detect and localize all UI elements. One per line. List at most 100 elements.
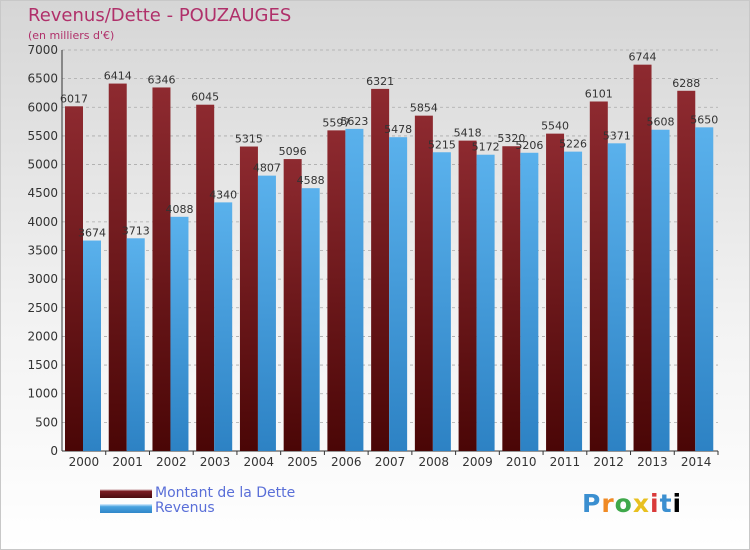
revenue-bar: [476, 154, 495, 451]
revenue-value-label: 4340: [209, 188, 237, 201]
debt-value-label: 6346: [147, 73, 175, 86]
revenue-bar: [695, 127, 714, 451]
debt-value-label: 5096: [279, 145, 307, 158]
debt-value-label: 6321: [366, 75, 394, 88]
x-tick-label: 2003: [200, 455, 231, 469]
logo-letter: x: [632, 489, 650, 518]
debt-value-label: 5315: [235, 133, 263, 146]
revenue-value-label: 4088: [165, 203, 193, 216]
revenue-value-label: 5650: [690, 113, 718, 126]
debt-bar: [196, 104, 215, 451]
logo-letter: t: [659, 489, 673, 518]
revenue-bar: [564, 151, 583, 451]
revenue-bar: [126, 238, 145, 451]
revenue-value-label: 5215: [428, 138, 456, 151]
debt-value-label: 6288: [672, 77, 700, 90]
revenue-value-label: 4807: [253, 162, 281, 175]
revenue-bar: [607, 143, 626, 452]
debt-value-label: 5854: [410, 102, 438, 115]
debt-value-label: 5597: [322, 116, 350, 129]
revenue-bar: [432, 152, 451, 451]
revenue-bar: [345, 128, 364, 451]
logo-letter: i: [672, 489, 683, 518]
debt-bar: [371, 88, 390, 451]
revenue-value-label: 5623: [340, 115, 368, 128]
debt-value-label: 6101: [585, 87, 613, 100]
x-tick-label: 2004: [244, 455, 275, 469]
revenue-value-label: 5226: [559, 138, 587, 151]
x-tick-label: 2001: [112, 455, 143, 469]
debt-value-label: 5320: [497, 132, 525, 145]
debt-bar: [327, 130, 346, 451]
debt-bar: [502, 146, 521, 452]
debt-value-label: 6414: [104, 70, 132, 83]
debt-value-label: 6744: [629, 51, 657, 64]
debt-bar: [546, 133, 565, 451]
y-tick-label: 6500: [27, 72, 58, 86]
revenue-bar: [83, 240, 101, 451]
chart-subtitle: (en milliers d'€): [28, 29, 115, 42]
revenue-value-label: 5172: [472, 141, 500, 154]
revenue-value-label: 4588: [297, 174, 325, 187]
debt-value-label: 5540: [541, 120, 569, 133]
debt-value-label: 6045: [191, 91, 219, 104]
chart-title: Revenus/Dette - POUZAUGES: [28, 5, 292, 26]
debt-bar: [152, 87, 171, 452]
x-tick-label: 2002: [156, 455, 187, 469]
revenue-bar: [301, 188, 320, 451]
debt-bar: [677, 90, 696, 452]
debt-bar: [283, 159, 302, 451]
debt-bar: [633, 64, 652, 451]
revenue-bar: [170, 216, 189, 451]
x-tick-label: 2013: [637, 455, 668, 469]
debt-value-label: 5418: [454, 127, 482, 140]
y-tick-label: 5000: [27, 158, 58, 172]
x-tick-label: 2011: [550, 455, 581, 469]
revenue-value-label: 3674: [78, 227, 106, 240]
y-tick-label: 1000: [27, 387, 58, 401]
y-tick-label: 500: [35, 415, 58, 429]
y-tick-label: 3000: [27, 272, 58, 286]
revenue-bar: [257, 175, 276, 452]
logo-letter: r: [601, 489, 615, 518]
x-tick-label: 2009: [462, 455, 493, 469]
proxiti-logo: Proxiti: [582, 489, 682, 518]
revenue-value-label: 5206: [515, 139, 543, 152]
x-tick-label: 2014: [681, 455, 712, 469]
y-tick-label: 4000: [27, 215, 58, 229]
logo-letter: P: [582, 489, 602, 518]
debt-value-label: 6017: [60, 92, 88, 105]
revenue-value-label: 3713: [122, 224, 150, 237]
x-tick-label: 2006: [331, 455, 362, 469]
debt-bar: [589, 101, 608, 452]
x-tick-label: 2012: [593, 455, 624, 469]
x-tick-label: 2005: [287, 455, 318, 469]
revenue-value-label: 5371: [603, 129, 631, 142]
revenue-bar: [389, 137, 408, 452]
y-tick-label: 3500: [27, 244, 58, 258]
legend-label-debt: Montant de la Dette: [155, 485, 296, 501]
y-tick-label: 1500: [27, 358, 58, 372]
y-tick-label: 6000: [27, 100, 58, 114]
revenue-value-label: 5478: [384, 123, 412, 136]
logo-letter: i: [650, 489, 660, 518]
legend-label-revenue: Revenus: [155, 500, 215, 516]
debt-bar: [414, 115, 433, 452]
y-tick-label: 0: [50, 444, 58, 458]
revenue-bar: [214, 202, 233, 451]
x-tick-label: 2010: [506, 455, 537, 469]
y-tick-label: 2000: [27, 329, 58, 343]
debt-bar: [65, 106, 83, 451]
x-tick-label: 2000: [69, 455, 100, 469]
revenue-value-label: 5608: [647, 116, 675, 129]
y-tick-label: 2500: [27, 301, 58, 315]
debt-bar: [108, 83, 127, 451]
x-tick-label: 2008: [418, 455, 449, 469]
debt-bar: [458, 140, 477, 451]
legend-swatch-debt: [100, 489, 152, 498]
y-tick-label: 4500: [27, 186, 58, 200]
logo-letter: o: [614, 489, 633, 518]
x-tick-label: 2007: [375, 455, 406, 469]
debt-bar: [239, 146, 258, 451]
